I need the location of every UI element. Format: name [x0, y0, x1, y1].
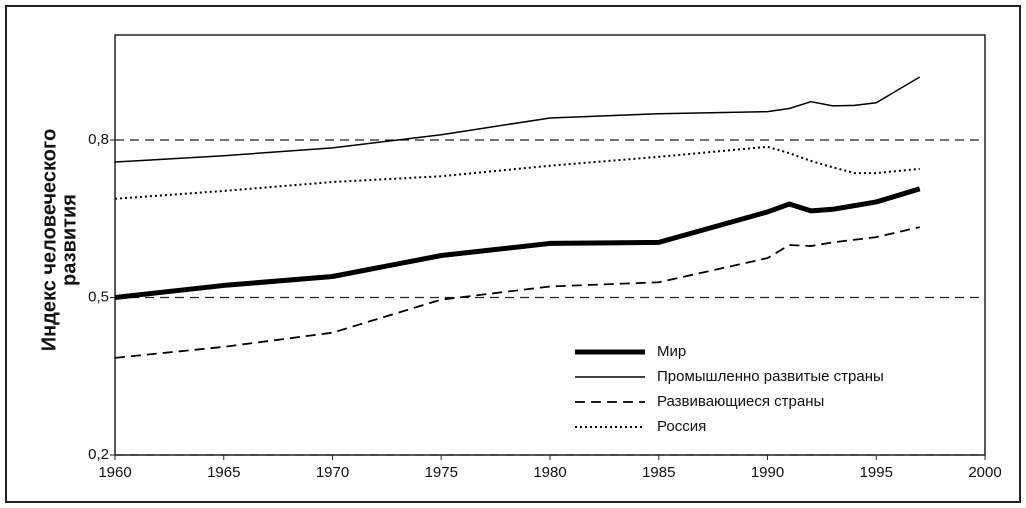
x-tick-label: 1965	[207, 464, 240, 481]
x-tick-label: 1995	[860, 464, 893, 481]
y-tick-label: 0,8	[88, 131, 109, 148]
x-tick-label: 1970	[316, 464, 349, 481]
y-axis-label: Индекс человеческого	[38, 129, 60, 352]
x-tick-label: 1985	[642, 464, 675, 481]
series-line	[114, 145, 920, 200]
y-tick-label: 0,2	[88, 446, 109, 463]
x-tick-label: 1960	[98, 464, 131, 481]
x-tick-label: 1975	[425, 464, 458, 481]
legend-label: Мир	[657, 343, 686, 360]
y-tick-label: 0,5	[88, 288, 109, 305]
legend-label: Промышленно развитые страны	[657, 368, 884, 385]
series-line	[114, 226, 920, 359]
x-tick-label: 2000	[968, 464, 1001, 481]
legend-label: Развивающиеся страны	[657, 393, 824, 410]
x-tick-label: 1980	[533, 464, 566, 481]
outer-frame	[5, 5, 1021, 503]
legend-label: Россия	[657, 418, 706, 435]
x-tick-label: 1990	[751, 464, 784, 481]
series-line	[114, 186, 921, 300]
y-axis-label: развития	[58, 194, 80, 286]
series-line	[114, 76, 921, 163]
